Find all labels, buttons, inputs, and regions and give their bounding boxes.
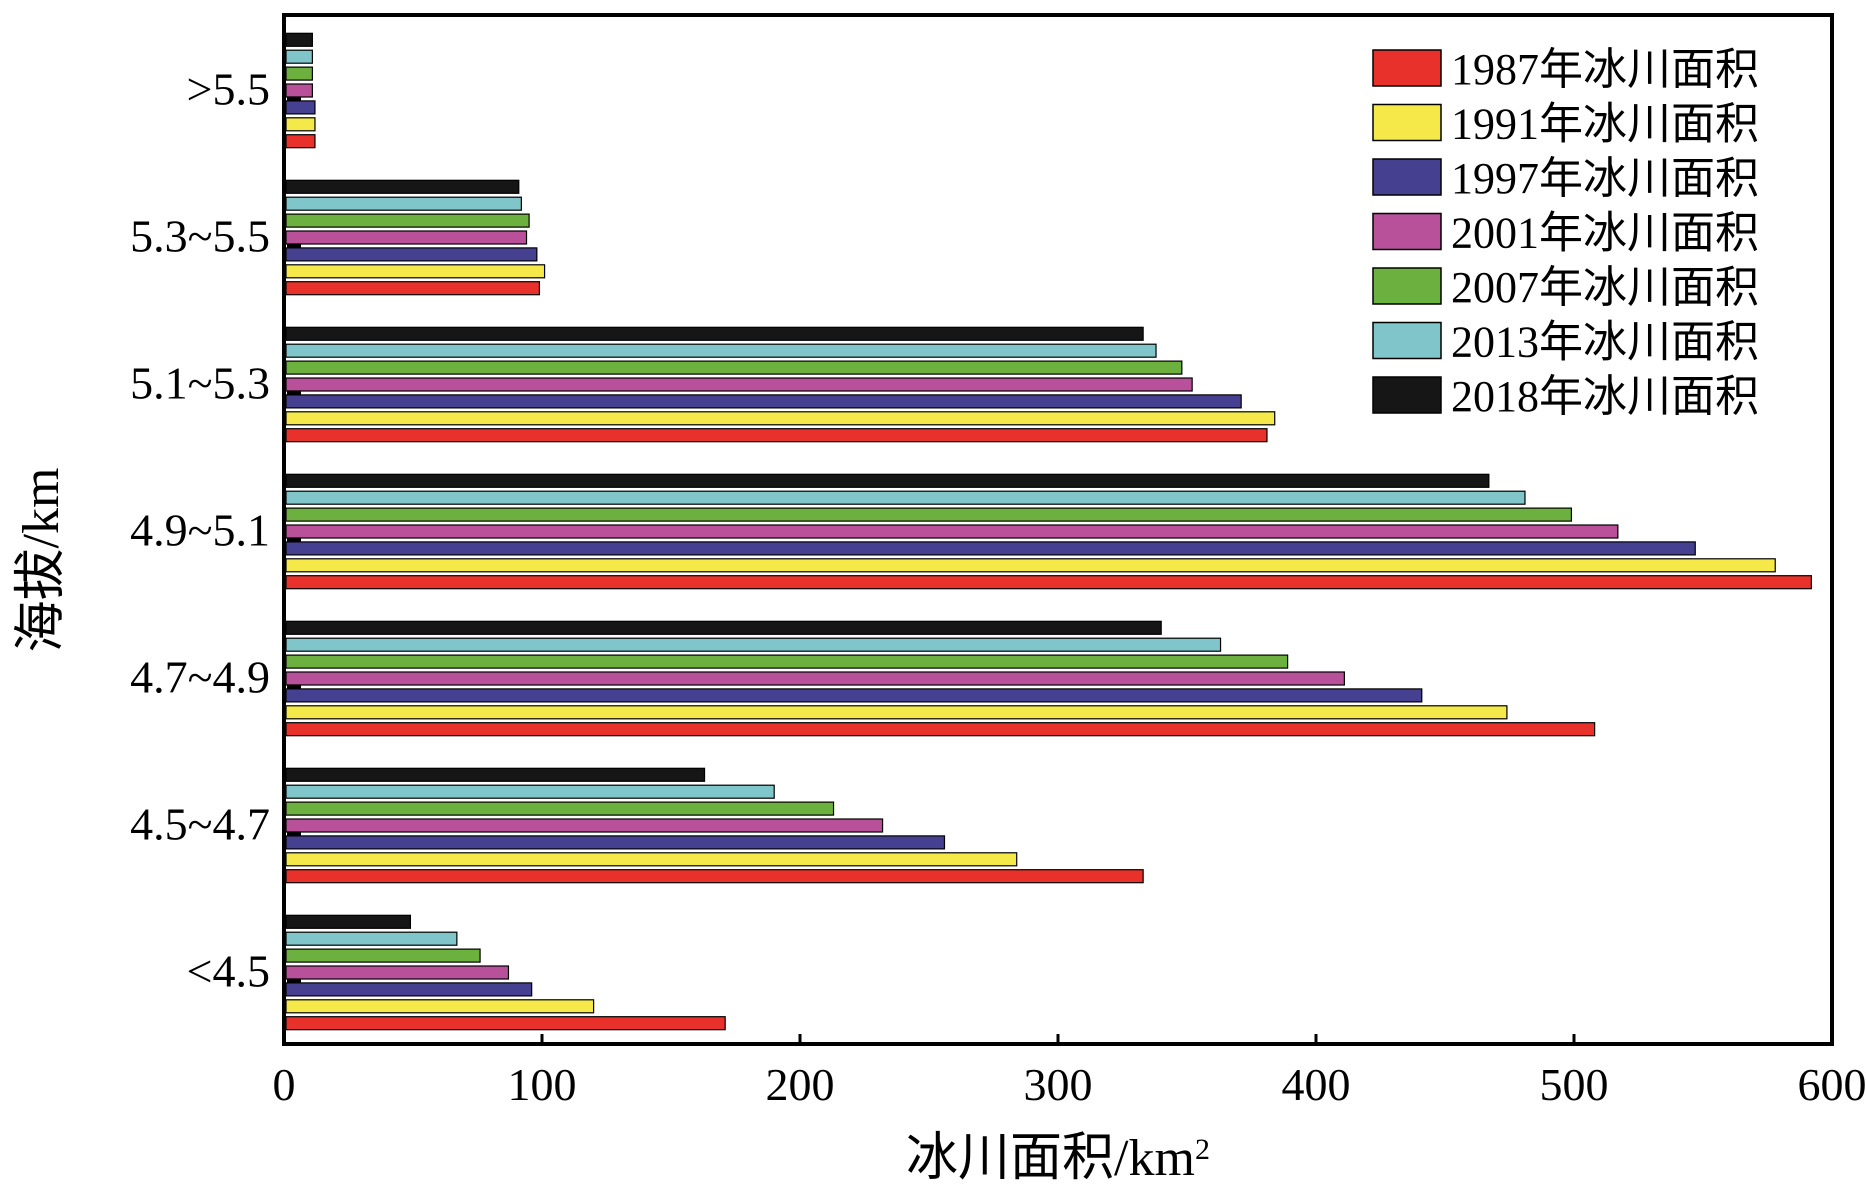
bar — [285, 49, 313, 64]
bar — [285, 852, 1018, 867]
y-axis-label: 海拔/km — [13, 468, 70, 653]
legend-entry-label: 2018年冰川面积 — [1451, 372, 1759, 421]
bar — [285, 671, 1345, 686]
bar — [285, 575, 1812, 590]
bar — [285, 66, 313, 81]
x-axis-label: 冰川面积/km2 — [906, 1130, 1210, 1187]
bar — [285, 1016, 726, 1031]
bar — [285, 326, 1144, 341]
bar — [285, 32, 313, 47]
legend-swatch — [1372, 267, 1442, 305]
legend-swatch — [1372, 376, 1442, 414]
x-tick-label: 500 — [1540, 1059, 1609, 1110]
legend-swatch — [1372, 321, 1442, 360]
bar — [285, 784, 775, 799]
bar — [285, 982, 533, 997]
bar — [285, 507, 1573, 522]
legend-swatch — [1372, 49, 1442, 87]
bar — [285, 134, 316, 149]
bar — [285, 394, 1242, 409]
bar — [285, 541, 1696, 556]
y-category-label: 5.1~5.3 — [130, 358, 270, 409]
bar — [285, 213, 530, 228]
legend-entry-label: 2013年冰川面积 — [1451, 318, 1759, 367]
bar — [285, 818, 884, 833]
bar — [285, 722, 1596, 737]
y-category-label: 4.7~4.9 — [130, 652, 270, 703]
x-tick-label: 100 — [508, 1059, 577, 1110]
y-category-label: 4.5~4.7 — [130, 799, 270, 850]
bar — [285, 360, 1183, 375]
bar — [285, 654, 1289, 669]
bar — [285, 411, 1276, 426]
bar — [285, 524, 1619, 539]
axis-mark — [287, 684, 301, 690]
bar — [285, 869, 1144, 884]
legend-swatch — [1372, 212, 1442, 251]
bar — [285, 264, 546, 279]
legend-swatch — [1372, 158, 1442, 196]
bar — [285, 688, 1423, 703]
bar — [285, 767, 706, 782]
bar — [285, 835, 946, 850]
legend-entry-label: 1997年冰川面积 — [1451, 154, 1759, 203]
y-category-label: 5.3~5.5 — [130, 211, 270, 262]
axis-mark — [287, 978, 301, 984]
bar — [285, 620, 1162, 635]
y-category-label: 4.9~5.1 — [130, 505, 270, 556]
x-tick-label: 400 — [1282, 1059, 1351, 1110]
y-axis-categories: <4.5 4.5~4.7 4.7~4.9 4.9~5.1 5.1~5.3 5.3~5.5 >… — [130, 64, 270, 997]
legend-swatch — [1372, 103, 1442, 142]
bar — [285, 343, 1157, 358]
bar — [285, 247, 538, 262]
bar — [285, 801, 835, 816]
bar — [285, 948, 481, 963]
y-category-label: >5.5 — [187, 64, 270, 115]
bar — [285, 100, 316, 115]
axis-mark — [287, 390, 301, 396]
legend-entry-label: 2001年冰川面积 — [1451, 209, 1759, 258]
axis-mark — [287, 537, 301, 543]
axis-mark — [287, 831, 301, 837]
bar — [285, 117, 316, 132]
bar — [285, 999, 595, 1014]
bar — [285, 196, 522, 211]
bars-layer — [285, 32, 1812, 1031]
bar — [285, 965, 510, 980]
bar — [285, 490, 1526, 505]
legend: 1987年冰川面积 1991年冰川面积 1997年冰川面积 2001年冰川面积 2007… — [1372, 45, 1759, 421]
bar — [285, 914, 412, 929]
bar — [285, 637, 1222, 652]
bar — [285, 179, 520, 194]
x-tick-label: 600 — [1798, 1059, 1866, 1110]
bar — [285, 931, 458, 946]
bar — [285, 705, 1508, 720]
bar — [285, 558, 1776, 573]
legend-entry-label: 2007年冰川面积 — [1451, 263, 1759, 312]
bar — [285, 428, 1268, 443]
y-category-label: <4.5 — [187, 946, 270, 997]
x-tick-label: 200 — [766, 1059, 835, 1110]
legend-entry-label: 1991年冰川面积 — [1451, 100, 1759, 149]
bar — [285, 83, 313, 98]
legend-entry-label: 1987年冰川面积 — [1451, 45, 1759, 94]
bar — [285, 377, 1193, 392]
x-axis-ticks: 0 100 200 300 400 500 600 — [273, 1034, 1866, 1110]
x-tick-label: 300 — [1024, 1059, 1093, 1110]
bar — [285, 230, 528, 245]
bar — [285, 281, 541, 296]
axis-mark — [287, 243, 301, 249]
bar — [285, 473, 1490, 488]
axis-mark — [287, 96, 301, 102]
x-tick-label: 0 — [273, 1059, 296, 1110]
